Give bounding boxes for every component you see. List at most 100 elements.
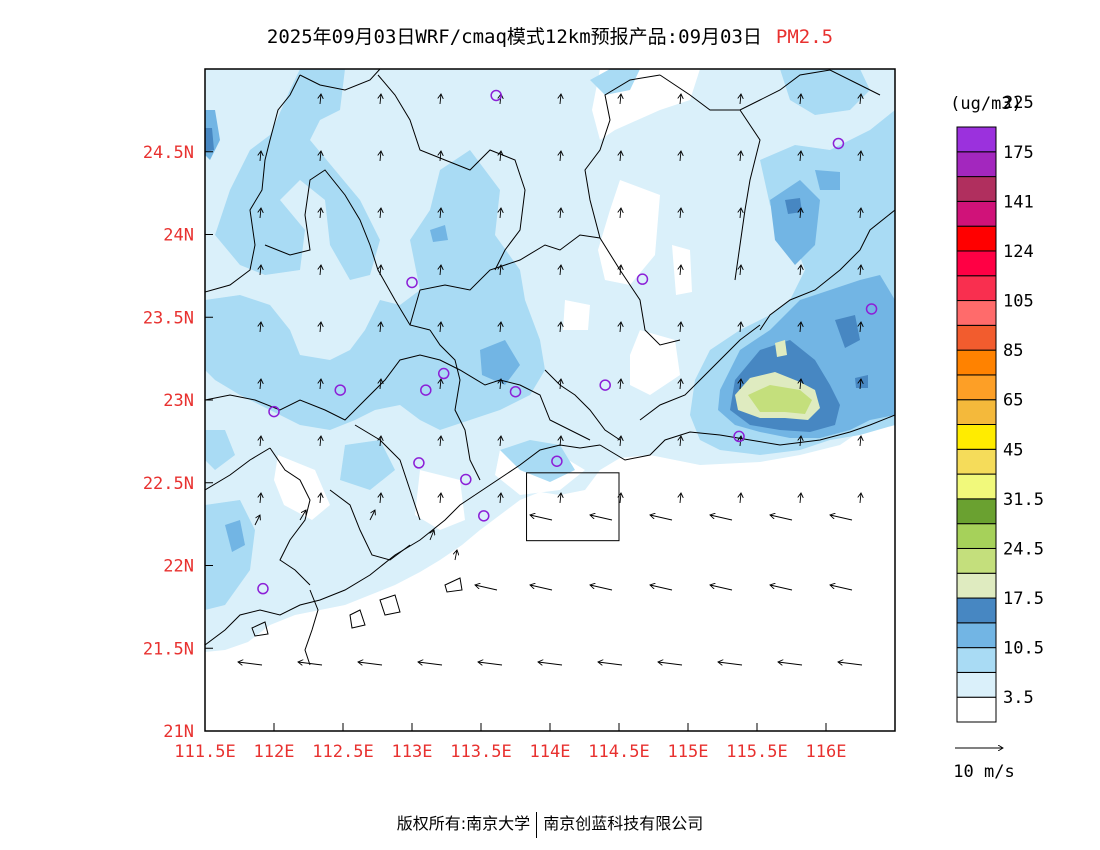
wind-arrow [380, 493, 381, 504]
wind-arrow [478, 662, 503, 665]
wind-arrow [800, 265, 801, 276]
wind-arrow [560, 151, 561, 162]
wind-arrow [740, 265, 741, 276]
wind-arrow [680, 379, 681, 390]
footer-left: 版权所有:南京大学 [396, 814, 531, 833]
wind-arrow [620, 493, 621, 504]
monitoring-station [832, 137, 845, 150]
boundary-line [719, 414, 895, 446]
wind-arrow [830, 585, 853, 591]
boundary-line [329, 489, 411, 561]
y-tick-label: 23N [163, 391, 194, 411]
wind-arrow [860, 493, 861, 504]
monitoring-station [413, 457, 425, 469]
y-tick-label: 24.5N [143, 143, 194, 163]
colorbar-label: 3.5 [1003, 688, 1034, 708]
colorbar-swatch [956, 225, 997, 252]
wind-arrow [620, 208, 621, 219]
wind-arrow [680, 94, 681, 105]
colorbar-unit: (ug/m3) [950, 94, 1022, 114]
boundary-line [734, 109, 761, 281]
y-tick-label: 22N [163, 557, 194, 577]
wind-arrow [298, 662, 323, 665]
wind-arrow [260, 379, 261, 390]
wind-arrow [500, 493, 501, 504]
wind-arrow [500, 322, 501, 333]
footer-right: 南京创蓝科技有限公司 [543, 814, 704, 833]
wind-arrow [778, 662, 803, 665]
wind-arrow [680, 208, 681, 219]
wind-arrow [860, 265, 861, 276]
colorbar-swatch [956, 647, 997, 673]
wind-arrow [860, 322, 861, 333]
wind-arrow [380, 265, 381, 276]
boundary-line [659, 69, 881, 111]
colorbar-swatch [956, 151, 997, 178]
wind-arrow [680, 322, 681, 333]
hong-kong-box [526, 472, 620, 542]
colorbar-swatch [956, 671, 997, 698]
wind-arrow [860, 379, 861, 390]
y-tick-label: 21N [163, 722, 194, 742]
wind-arrow [740, 94, 741, 105]
colorbar-swatch [956, 200, 997, 227]
wind-arrow [740, 322, 741, 333]
colorbar-swatch [956, 374, 997, 401]
wind-arrow [718, 662, 743, 665]
wind-arrow [860, 208, 861, 219]
wind-arrow [710, 585, 733, 591]
concentration-field [205, 69, 895, 652]
wind-arrow [560, 265, 561, 276]
monitoring-station [478, 510, 490, 522]
x-tick-label: 111.5E [174, 742, 235, 762]
monitoring-station [257, 582, 269, 595]
wind-arrow [710, 515, 733, 521]
wind-arrow [800, 151, 801, 162]
wind-arrow [430, 530, 434, 541]
wind-arrow [800, 436, 801, 447]
wind-arrow [620, 379, 621, 390]
wind-arrow [380, 436, 381, 447]
colorbar-label: 105 [1003, 292, 1034, 312]
monitoring-station [733, 430, 745, 443]
wind-arrow [475, 585, 498, 591]
colorbar-swatch [956, 696, 997, 723]
wind-arrow [299, 510, 306, 521]
colorbar-label: 124 [1003, 242, 1034, 262]
wind-arrow [320, 493, 321, 504]
wind-arrow [680, 436, 681, 447]
colorbar-swatch [956, 399, 997, 426]
wind-arrow [740, 151, 741, 162]
wind-arrow [590, 515, 613, 521]
wind-arrow [538, 662, 563, 665]
wind-arrow [620, 436, 621, 447]
colorbar-swatch [956, 523, 997, 549]
colorbar-swatch [956, 473, 997, 500]
wind-arrow [590, 585, 613, 591]
station-markers [257, 89, 878, 595]
monitoring-station [636, 273, 649, 285]
boundary-line [205, 74, 301, 293]
x-tick-label: 115E [668, 742, 709, 762]
boundary-line [251, 621, 269, 637]
wind-arrow [238, 662, 263, 665]
wind-arrow [500, 265, 501, 276]
wind-arrow [500, 379, 501, 390]
wind-arrow [380, 208, 381, 219]
boundary-line [299, 69, 381, 91]
wind-arrow [320, 322, 321, 333]
wind-arrow [680, 151, 681, 162]
colorbar-swatch [956, 572, 997, 599]
x-tick-label: 115.5E [726, 742, 787, 762]
monitoring-station [599, 379, 611, 391]
wind-arrow [680, 265, 681, 276]
colorbar-label: 85 [1003, 341, 1023, 361]
wind-arrow [380, 379, 381, 390]
colorbar-label: 24.5 [1003, 539, 1044, 559]
y-tick-label: 22.5N [143, 474, 194, 494]
wind-arrow [455, 550, 457, 561]
x-tick-label: 116E [806, 742, 847, 762]
wind-arrow [620, 322, 621, 333]
wind-arrow [260, 208, 261, 219]
wind-arrow [380, 322, 381, 333]
